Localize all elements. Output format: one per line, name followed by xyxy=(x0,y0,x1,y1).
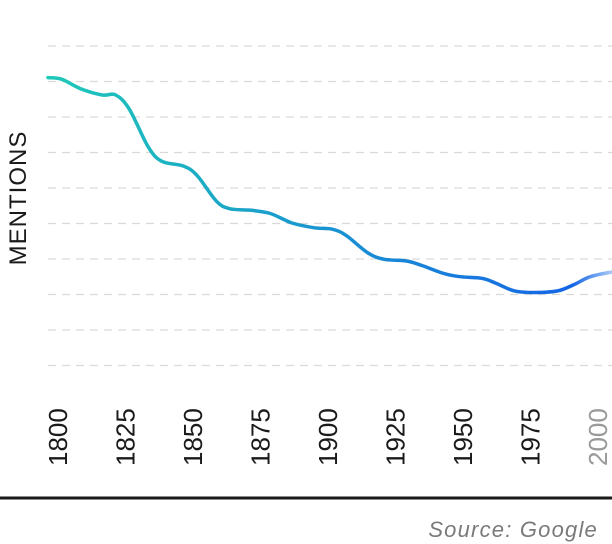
x-tick-label: 1825 xyxy=(111,408,141,466)
series-line xyxy=(46,75,612,295)
x-tick-label: 1800 xyxy=(43,408,73,466)
y-axis-title: MENTIONS xyxy=(5,131,32,266)
x-tick-label: 1875 xyxy=(246,408,276,466)
x-tick-label: 1850 xyxy=(178,408,208,466)
x-tick-label: 1925 xyxy=(381,408,411,466)
x-tick-label: 1975 xyxy=(516,408,546,466)
x-tick-label: 2000 xyxy=(583,408,612,466)
gridlines xyxy=(48,45,612,367)
x-tick-label: 1950 xyxy=(448,408,478,466)
x-axis-ticks: 1800 1825 1850 1875 1900 1925 1950 1975 2000 xyxy=(43,408,612,466)
source-label: Source: Google xyxy=(428,517,598,542)
x-tick-label: 1900 xyxy=(313,408,343,466)
